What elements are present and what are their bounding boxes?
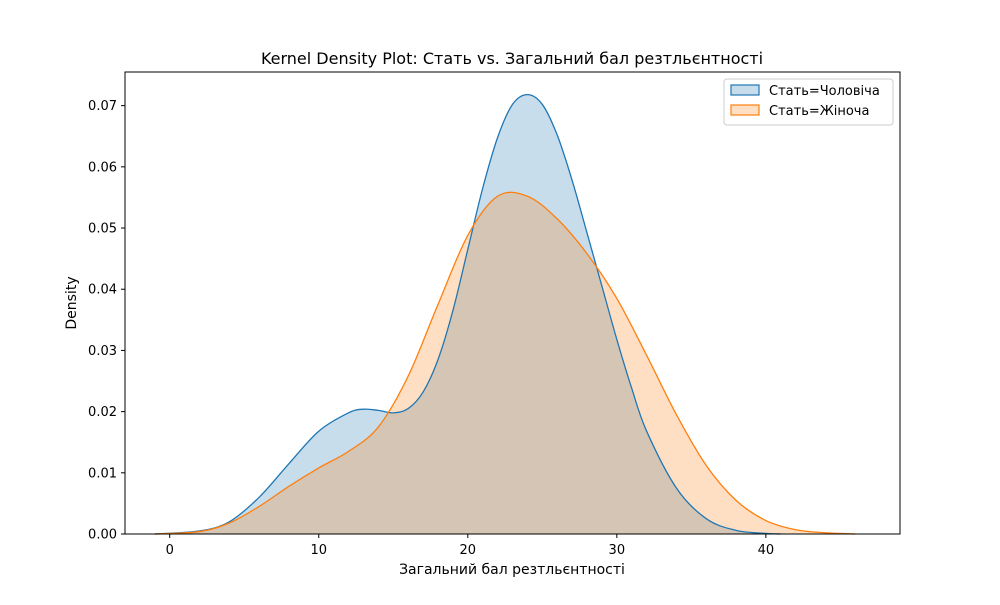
series-line-1 (154, 93, 781, 535)
y-tick-label: 0.04 (88, 283, 117, 298)
x-axis-label: Загальний бал резтльєнтності (399, 562, 625, 578)
x-tick-label: 30 (609, 543, 626, 558)
legend: Стать=Чоловіча Стать=Жіноча (723, 78, 894, 126)
y-tick-label: 0.01 (88, 466, 117, 481)
series-fills-layer (154, 94, 856, 534)
y-tick-label: 0.02 (88, 405, 117, 420)
chart-title: Kernel Density Plot: Стать vs. Загальний… (261, 49, 763, 68)
legend-label-1: Стать=Чоловіча (769, 84, 880, 99)
y-axis-label: Density (64, 276, 80, 329)
x-tick-label: 40 (758, 543, 775, 558)
legend-label-2: Стать=Жіноча (769, 104, 869, 119)
x-tick-label: 0 (166, 543, 174, 558)
y-ticks: 0.00 0.01 0.02 0.03 0.04 0.05 0.06 0.07 (88, 99, 125, 543)
y-tick-label: 0.05 (88, 222, 117, 237)
series-area-1 (154, 94, 781, 534)
y-tick-label: 0.07 (88, 99, 117, 114)
series-lines-layer (154, 93, 856, 535)
series-area-2 (154, 192, 856, 534)
x-tick-label: 10 (310, 543, 327, 558)
y-tick-label: 0.06 (88, 160, 117, 175)
x-ticks: 0 10 20 30 40 (166, 534, 775, 558)
legend-box (723, 78, 894, 126)
legend-swatch-1 (730, 84, 760, 96)
x-tick-label: 20 (460, 543, 477, 558)
legend-swatch-2 (730, 104, 760, 116)
y-tick-label: 0.03 (88, 344, 117, 359)
series-line-2 (154, 191, 856, 535)
y-tick-label: 0.00 (88, 528, 117, 543)
axes-frame (124, 71, 901, 535)
